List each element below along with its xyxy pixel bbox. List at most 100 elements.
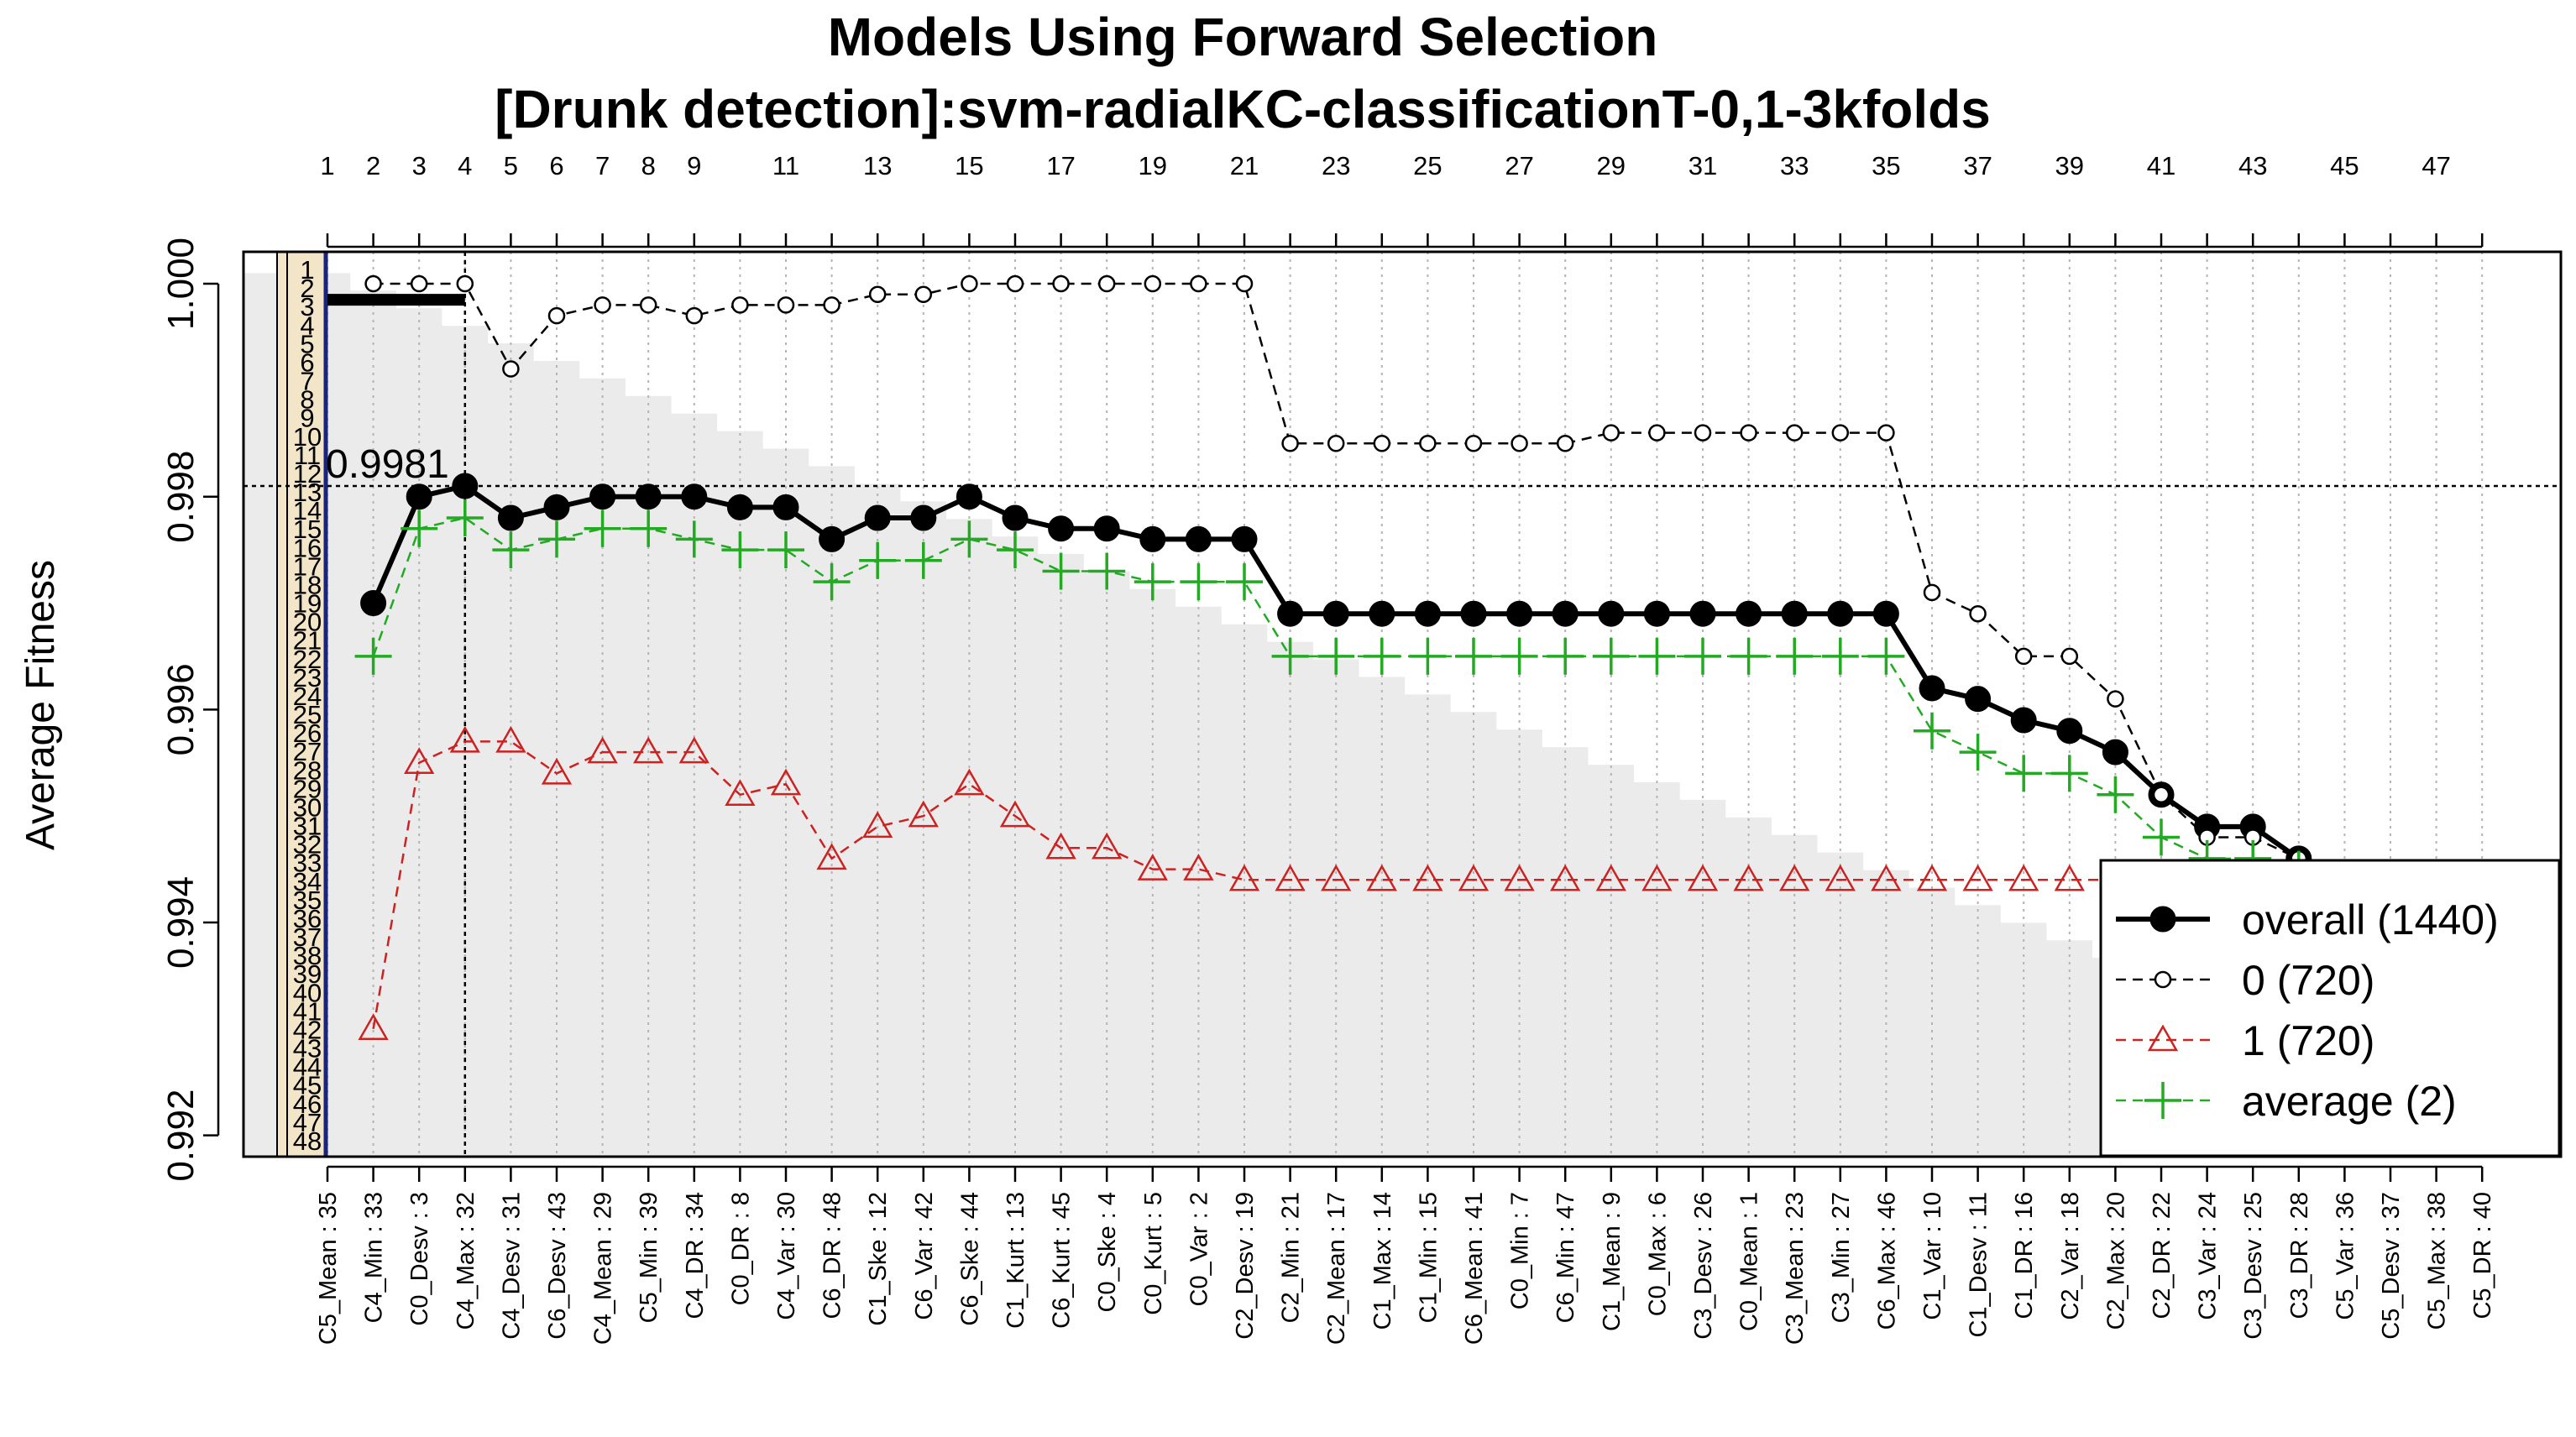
series-point [868,285,887,303]
series-point [1598,600,1625,627]
x-category-label: C3_Min : 27 [1828,1192,1855,1323]
series-point [1914,712,1950,750]
series-point [1550,864,1581,891]
top-tick-label: 1 [320,151,334,180]
series-point [1144,274,1162,293]
series-point [1180,563,1217,601]
strip-label: 29 [293,774,322,803]
x-category-label: C4_Mean : 29 [590,1192,617,1345]
x-category-label: C2_Desv : 19 [1232,1192,1259,1340]
strip-label: 23 [293,663,322,692]
x-category-label: C3_Desv : 25 [2240,1192,2267,1340]
series-point [770,768,802,796]
strip-label: 21 [293,626,322,656]
series-point [1458,864,1490,891]
series-point [1831,424,1850,442]
x-category-label: C2_Max : 20 [2102,1192,2129,1330]
x-category-label: C5_Var : 36 [2332,1192,2359,1320]
x-category-label: C1_DR : 16 [2011,1192,2038,1319]
top-tick-label: 3 [412,151,427,180]
series-point [452,473,479,499]
series-point [1821,637,1859,675]
strip-label: 4 [300,311,314,340]
x-category-label: C5_Mean : 35 [315,1192,342,1345]
series-point [1969,604,1987,623]
top-tick-label: 33 [1780,151,1809,180]
strip-label: 22 [293,645,322,674]
series-point [1552,600,1579,627]
series-point [859,541,897,579]
strip-label: 30 [293,792,322,822]
series-point [777,296,795,314]
series-point [2010,707,2037,734]
series-point [1733,864,1764,891]
top-tick-label: 6 [549,151,563,180]
series-point [1052,274,1070,293]
series-point [1511,435,1528,452]
strip-label: 16 [293,533,322,562]
x-category-label: C6_Kurt : 45 [1049,1192,1076,1329]
legend-marker [2144,1082,2181,1119]
series-point [492,531,530,569]
strip-label: 18 [293,570,322,599]
series-point [678,736,709,764]
series-point [864,504,891,531]
series-point [997,531,1034,569]
series-point [1740,424,1757,442]
series-point [1638,637,1676,675]
series-point [2054,864,2085,891]
series-point [406,483,432,510]
series-point [1363,637,1401,675]
y-tick-label: 0.992 [160,1090,202,1182]
series-point [1694,424,1712,442]
strip-label: 10 [293,422,322,452]
top-tick-label: 25 [1413,151,1442,180]
series-point [1137,854,1168,880]
x-category-label: C1_Max : 14 [1369,1192,1396,1330]
series-point [2005,755,2043,792]
series-point [1231,525,1258,552]
strip-label: 42 [293,1015,322,1044]
series-point [1592,637,1630,675]
series-point [1366,864,1397,891]
series-point [2102,739,2128,766]
x-category-label: C1_Min : 15 [1415,1192,1442,1323]
top-tick-label: 19 [1139,151,1167,180]
series-point [1923,583,1941,602]
series-point [594,296,611,314]
series-point [1776,637,1814,675]
series-point [2097,776,2134,813]
top-tick-label: 4 [458,151,472,180]
series-point [1228,864,1260,891]
strip-label: 28 [293,755,322,785]
series-point [2143,818,2180,856]
series-point [1916,864,1948,891]
series-point [1959,734,1997,771]
x-category-label: C5_DR : 40 [2469,1192,2496,1319]
top-tick-label: 27 [1505,151,1533,180]
strip-label: 12 [293,459,322,489]
series-point [1185,525,1212,552]
series-point [502,360,520,378]
series-point [497,504,524,531]
strip-label: 44 [293,1053,322,1082]
strip-label: 37 [293,922,322,952]
legend-label: average (2) [2242,1078,2457,1125]
y-axis-label: Average Fitness [18,560,63,850]
x-category-label: C4_Max : 32 [453,1192,479,1330]
top-tick-label: 11 [772,151,799,180]
series-point [1781,600,1808,627]
x-category-label: C4_Var : 30 [773,1192,800,1320]
top-tick-label: 29 [1597,151,1626,180]
plot-frame [242,250,2563,1158]
x-category-label: C3_Var : 24 [2195,1192,2222,1320]
series-point [635,483,662,510]
y-tick-label: 0.998 [160,451,202,543]
x-category-label: C4_Desv : 31 [498,1192,525,1340]
series-point [956,483,982,510]
top-tick-label: 5 [504,151,518,180]
strip-label: 15 [293,515,322,544]
x-category-label: C3_Desv : 26 [1690,1192,1717,1340]
series-point [2008,864,2039,891]
x-category-label: C4_DR : 34 [682,1192,709,1319]
